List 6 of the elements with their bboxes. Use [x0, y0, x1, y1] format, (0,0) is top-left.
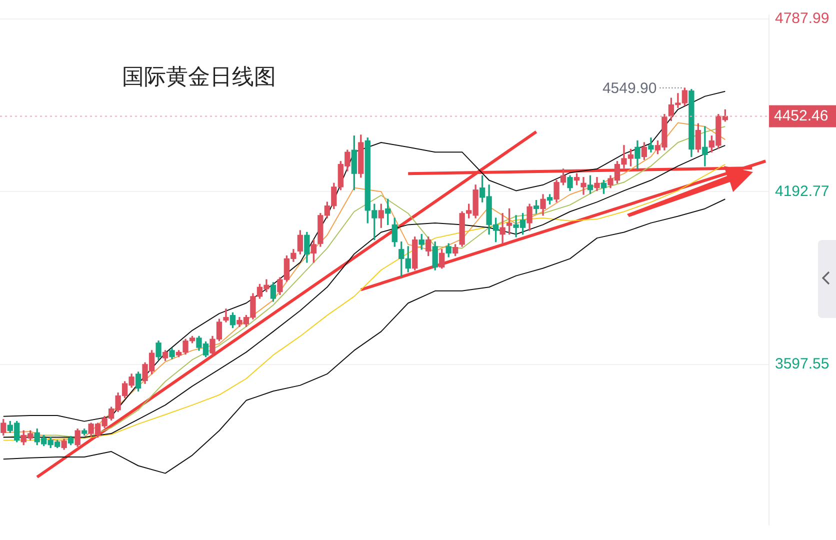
y-tick-label: 4192.77 — [775, 182, 830, 200]
ref-line-label: 4452.46 — [774, 107, 828, 124]
y-tick-label: 4787.99 — [775, 10, 830, 27]
text: 国际黄金日线图 — [122, 64, 276, 92]
annotation: 4549.90 — [602, 80, 657, 98]
y-tick-label: 3597.55 — [775, 356, 830, 373]
